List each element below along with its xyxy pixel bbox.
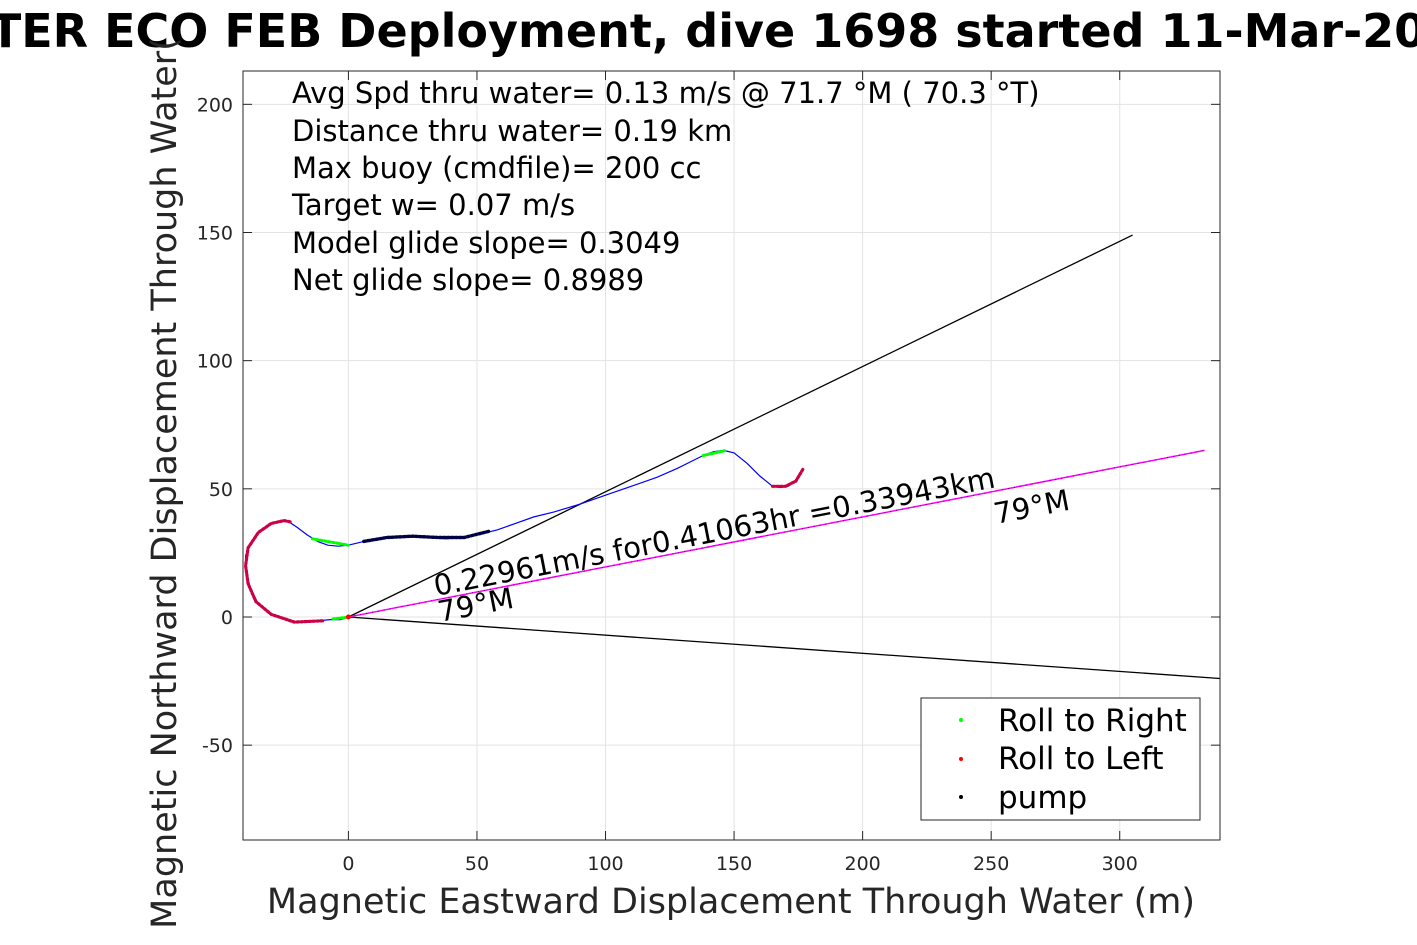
- x-tick-label: 0: [342, 853, 354, 875]
- current-annotation: 0.22961m/s for0.41063hr =0.33943km: [431, 461, 998, 603]
- x-tick-label: 200: [844, 853, 880, 875]
- legend-box: [920, 697, 1201, 821]
- y-tick-label: 200: [197, 94, 233, 116]
- legend-label-roll-left: Roll to Left: [998, 741, 1164, 777]
- roll-left-markers: [243, 518, 325, 624]
- y-tick-label: 100: [197, 351, 233, 373]
- x-tick-label: 50: [465, 853, 489, 875]
- x-tick-label: 250: [973, 853, 1009, 875]
- x-tick-label: 100: [587, 853, 623, 875]
- origin-marker: [345, 614, 351, 620]
- info-max-buoy: Max buoy (cmdfile)= 200 cc: [292, 151, 701, 185]
- info-model-glide: Model glide slope= 0.3049: [292, 226, 680, 260]
- tick-marks: 0 50 100 150 200 250 300 -50 0 50 100 150 200: [197, 71, 1220, 875]
- x-tick-label: 150: [716, 853, 752, 875]
- grid-lines: [243, 71, 1220, 840]
- info-net-glide: Net glide slope= 0.8989: [292, 263, 644, 297]
- y-tick-label: 0: [221, 607, 233, 629]
- y-tick-label: 50: [209, 479, 233, 501]
- info-distance: Distance thru water= 0.19 km: [292, 114, 732, 148]
- legend-label-roll-right: Roll to Right: [998, 703, 1187, 739]
- info-avg-speed: Avg Spd thru water= 0.13 m/s @ 71.7 °M (…: [292, 76, 1040, 110]
- legend-marker-roll-left: [959, 757, 963, 761]
- y-axis-label: Magnetic Northward Displacement Through …: [145, 37, 185, 929]
- plot-marks: [243, 234, 1220, 680]
- clipped-marks: [243, 234, 1220, 680]
- roll-left-markers: [770, 466, 806, 488]
- roll-right-markers: [701, 448, 728, 457]
- roll-right-markers: [310, 537, 350, 547]
- y-tick-label: -50: [202, 735, 233, 757]
- legend-label-pump: pump: [998, 780, 1087, 816]
- pump-markers: [362, 529, 492, 544]
- current-line-dots: [348, 449, 1205, 618]
- x-tick-label: 300: [1102, 853, 1138, 875]
- info-target-w: Target w= 0.07 m/s: [291, 188, 575, 222]
- legend: Roll to Right Roll to Left pump: [920, 697, 1201, 821]
- info-block: Avg Spd thru water= 0.13 m/s @ 71.7 °M (…: [291, 76, 1040, 297]
- legend-marker-pump: [959, 795, 963, 799]
- axes-box: [242, 70, 1221, 841]
- roll-right-markers: [331, 615, 350, 621]
- heading-line: [348, 234, 1133, 618]
- x-axis-label: Magnetic Eastward Displacement Through W…: [267, 882, 1195, 922]
- y-tick-label: 150: [197, 222, 233, 244]
- legend-marker-roll-right: [959, 718, 963, 722]
- heading-line: [348, 616, 1220, 680]
- chart-title: TER ECO FEB Deployment, dive 1698 starte…: [0, 4, 1417, 58]
